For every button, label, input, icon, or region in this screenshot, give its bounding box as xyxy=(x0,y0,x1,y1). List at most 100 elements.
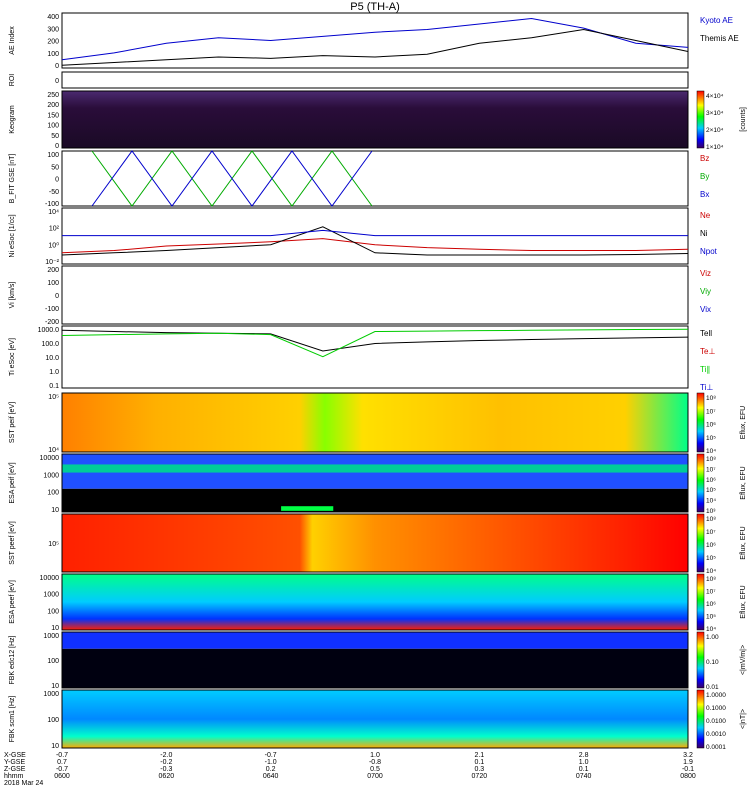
colorbar-tick: 10⁵ xyxy=(706,435,716,442)
esa-peif-dark xyxy=(62,488,688,512)
panel-frame xyxy=(61,573,689,631)
panel-frame xyxy=(61,513,689,573)
fbk-scm-image xyxy=(62,690,688,748)
y-tick-label: 1000 xyxy=(43,592,59,599)
series-line-2 xyxy=(91,150,373,207)
colorbar-tick: 10⁴ xyxy=(706,448,716,455)
y-tick-label: 100 xyxy=(47,717,59,724)
legend-npot: Npot xyxy=(700,247,718,256)
colorbar xyxy=(696,573,705,631)
footer-value: -0.2 xyxy=(160,759,172,766)
panel-2: Keogram 0 50 100 150 200 250 1×10⁴ 2×10⁴ 3×10⁴ 4×1… xyxy=(9,90,747,151)
y-tick-label: 10⁴ xyxy=(48,447,59,454)
colorbar-tick: 0.01 xyxy=(706,684,719,691)
panel-frame xyxy=(61,71,689,89)
colorbar xyxy=(696,90,705,149)
y-axis-label: Keogram xyxy=(9,105,16,134)
colorbar-tick: 0.10 xyxy=(706,659,719,666)
footer-value: -0.7 xyxy=(265,752,277,759)
legend-viz: Viz xyxy=(700,269,711,278)
y-tick-label: 50 xyxy=(51,133,59,140)
y-tick-label: 1000.0 xyxy=(38,327,60,334)
colorbar-tick: 10⁸ xyxy=(706,395,716,402)
footer-row-label: hhmm xyxy=(4,773,24,780)
legend-ni: Ni xyxy=(700,229,708,238)
colorbar-tick: 1.00 xyxy=(706,634,719,641)
legend-ti: Ti∥ xyxy=(700,365,710,374)
footer-value: -0.1 xyxy=(682,766,694,773)
footer-value: 0600 xyxy=(54,773,70,780)
colorbar-tick: 10⁵ xyxy=(706,487,716,494)
panel-10: ESA peef [eV] 10 100 1000 10000 10⁴ 10⁵ 10⁶ 10⁷ 1… xyxy=(9,573,747,633)
y-tick-label: 10000 xyxy=(40,455,60,462)
colorbar-tick: 0.0010 xyxy=(706,731,726,738)
y-tick-label: 10 xyxy=(51,507,59,514)
colorbar-tick: 10⁷ xyxy=(706,408,716,415)
y-axis-label: SST peef [eV] xyxy=(9,521,16,565)
colorbar xyxy=(696,513,705,573)
y-tick-label: 0 xyxy=(55,78,59,85)
legend-kyotoae: Kyoto AE xyxy=(700,16,733,25)
series-line-0 xyxy=(61,329,689,352)
y-tick-label: -100 xyxy=(45,201,59,208)
footer-value: 1.0 xyxy=(370,752,380,759)
legend-themisae: Themis AE xyxy=(700,34,739,43)
y-tick-label: 0 xyxy=(55,293,59,300)
y-tick-label: -100 xyxy=(45,306,59,313)
y-tick-label: 100 xyxy=(47,51,59,58)
footer-value: 0.3 xyxy=(474,766,484,773)
keogram-image xyxy=(62,91,688,148)
colorbar-label: Eflux, EFU xyxy=(740,466,747,499)
figure-title: P5 (TH-A) xyxy=(350,1,400,13)
colorbar-label: Eflux, EFU xyxy=(740,526,747,559)
footer-value: 0800 xyxy=(680,773,696,780)
footer-value: 0700 xyxy=(367,773,383,780)
y-tick-label: 10⁴ xyxy=(48,209,59,216)
colorbar-tick: 10³ xyxy=(706,508,716,515)
panel-12: FBK scm1 [Hz] 10 100 1000 0.0001 0.0010 0.0100… xyxy=(9,689,747,751)
colorbar xyxy=(696,689,705,749)
legend-bz: Bz xyxy=(700,154,709,163)
y-axis-label: SST peif [eV] xyxy=(9,402,16,443)
y-axis-label: ESA peef [eV] xyxy=(9,580,16,624)
y-tick-label: 150 xyxy=(47,112,59,119)
footer-value: 3.2 xyxy=(683,752,693,759)
legend-te: Te⊥ xyxy=(700,347,715,356)
esa-peif-band xyxy=(62,464,688,473)
legend-viy: Viy xyxy=(700,287,711,296)
footer-date: 2018 Mar 24 xyxy=(4,780,43,787)
colorbar-tick: 0.0001 xyxy=(706,744,726,751)
y-axis-label: B_FIT GSE [nT] xyxy=(9,154,16,204)
legend-ne: Ne xyxy=(700,211,711,220)
y-tick-label: 1000 xyxy=(43,633,59,640)
footer-value: 2.1 xyxy=(474,752,484,759)
y-tick-label: 250 xyxy=(47,92,59,99)
footer-row-label: X-GSE xyxy=(4,752,26,759)
series-line-1 xyxy=(61,226,689,256)
footer-value: 0.7 xyxy=(57,759,67,766)
panel-frame xyxy=(61,325,689,389)
panel-3: B_FIT GSE [nT] -100 -50 0 50 100 Bz By Bx xyxy=(9,150,709,208)
y-tick-label: 10000 xyxy=(40,575,60,582)
panel-9: SST peef [eV] 10⁵ 10⁴ 10⁵ 10⁶ 10⁷ 10⁸ Eflux, EF… xyxy=(9,513,747,575)
colorbar-tick: 3×10⁴ xyxy=(706,110,724,117)
y-axis-label: Ti eSoc [eV] xyxy=(9,338,16,376)
footer-value: 0.1 xyxy=(474,759,484,766)
colorbar-tick: 10⁶ xyxy=(706,477,716,484)
panel-1: ROI 0 xyxy=(9,71,689,89)
legend-tell: Tell xyxy=(700,329,712,338)
sst-peef-image xyxy=(62,514,688,572)
panel-4: Ni eSoc [1/cc] 10⁻² 10⁰ 10² 10⁴ Ne Ni Npot xyxy=(9,207,718,266)
y-tick-label: 10 xyxy=(51,683,59,690)
y-tick-label: 0 xyxy=(55,63,59,70)
y-axis-label: ESA peif [eV] xyxy=(9,462,16,503)
series-line-2 xyxy=(61,328,689,358)
y-axis-label: Vi [km/s] xyxy=(9,282,16,309)
y-axis-label: FBK edc12 [Hz] xyxy=(9,635,16,684)
y-tick-label: 50 xyxy=(51,164,59,171)
colorbar-tick: 10⁶ xyxy=(706,542,716,549)
colorbar-tick: 2×10⁴ xyxy=(706,127,724,134)
y-tick-label: 200 xyxy=(47,102,59,109)
